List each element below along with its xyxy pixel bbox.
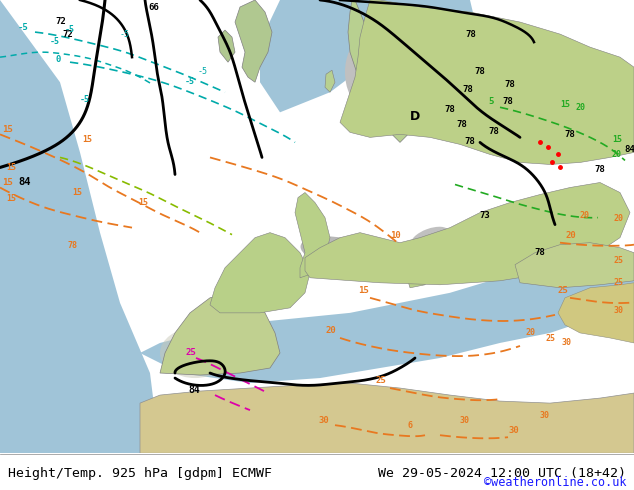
- Text: 6: 6: [408, 421, 413, 430]
- Text: 15: 15: [2, 177, 13, 187]
- Polygon shape: [305, 182, 630, 285]
- Text: D: D: [410, 110, 420, 123]
- Polygon shape: [218, 30, 235, 62]
- Text: 15: 15: [560, 100, 570, 109]
- Polygon shape: [295, 193, 330, 278]
- Polygon shape: [210, 233, 310, 313]
- Polygon shape: [140, 253, 634, 383]
- Text: 78: 78: [505, 80, 515, 89]
- Text: 25: 25: [558, 286, 569, 295]
- Text: 20: 20: [580, 211, 590, 220]
- Text: 72: 72: [55, 17, 66, 26]
- Polygon shape: [160, 293, 280, 375]
- Text: 78: 78: [475, 67, 486, 76]
- Polygon shape: [348, 0, 415, 143]
- Ellipse shape: [345, 42, 375, 102]
- Text: -5: -5: [50, 37, 60, 46]
- Text: 20: 20: [525, 328, 535, 337]
- Text: 84: 84: [18, 176, 30, 187]
- Text: -5: -5: [18, 23, 29, 32]
- Text: 15: 15: [2, 125, 13, 134]
- Text: 5: 5: [488, 98, 493, 106]
- Text: Height/Temp. 925 hPa [gdpm] ECMWF: Height/Temp. 925 hPa [gdpm] ECMWF: [8, 467, 271, 480]
- Text: 25: 25: [375, 376, 385, 385]
- Text: 73: 73: [480, 211, 490, 220]
- Text: 30: 30: [614, 306, 624, 315]
- Ellipse shape: [205, 324, 255, 342]
- Polygon shape: [235, 0, 272, 82]
- Text: 15: 15: [358, 286, 369, 295]
- Text: 20: 20: [614, 214, 624, 222]
- Text: 20: 20: [565, 231, 576, 240]
- Ellipse shape: [301, 236, 380, 269]
- Text: 10: 10: [390, 231, 401, 240]
- Text: 78: 78: [444, 105, 455, 114]
- Polygon shape: [510, 193, 620, 238]
- Polygon shape: [558, 283, 634, 343]
- Text: 78: 78: [489, 127, 500, 136]
- Polygon shape: [340, 0, 634, 165]
- Text: 84: 84: [624, 146, 634, 154]
- Text: ©weatheronline.co.uk: ©weatheronline.co.uk: [484, 475, 626, 489]
- Ellipse shape: [160, 328, 230, 378]
- Text: 30: 30: [460, 416, 470, 425]
- Text: 15: 15: [612, 135, 622, 145]
- Text: 78: 78: [68, 241, 78, 250]
- Polygon shape: [260, 0, 380, 112]
- Text: 78: 78: [463, 85, 474, 94]
- Text: 20: 20: [575, 103, 585, 112]
- Polygon shape: [515, 243, 634, 288]
- Text: 78: 78: [565, 130, 576, 139]
- Polygon shape: [325, 70, 335, 92]
- Text: 78: 78: [503, 98, 514, 106]
- Text: 30: 30: [318, 416, 329, 425]
- Text: 15: 15: [6, 194, 16, 202]
- Text: 25: 25: [614, 278, 624, 287]
- Text: 25: 25: [545, 334, 555, 343]
- Text: -5: -5: [185, 77, 195, 86]
- Polygon shape: [405, 247, 430, 288]
- Text: 20: 20: [325, 326, 336, 335]
- Text: 30: 30: [508, 426, 519, 435]
- Text: -5: -5: [120, 30, 130, 39]
- Text: 72: 72: [62, 30, 73, 39]
- Text: 15: 15: [6, 164, 16, 172]
- Text: -5: -5: [198, 67, 208, 76]
- Text: -5: -5: [65, 25, 75, 34]
- Text: 78: 78: [456, 121, 467, 129]
- Text: 25: 25: [614, 256, 624, 265]
- Polygon shape: [140, 383, 634, 453]
- Text: 15: 15: [138, 197, 148, 207]
- Text: 25: 25: [185, 348, 196, 357]
- Text: 15: 15: [82, 135, 92, 145]
- Text: 78: 78: [465, 137, 476, 147]
- Text: 84: 84: [188, 385, 200, 395]
- Text: 0: 0: [55, 55, 60, 64]
- Text: 20: 20: [612, 150, 622, 159]
- Ellipse shape: [411, 227, 449, 248]
- Polygon shape: [380, 0, 480, 82]
- Polygon shape: [0, 0, 160, 453]
- Text: 30: 30: [540, 411, 550, 420]
- Text: 78: 78: [595, 166, 605, 174]
- Text: -5: -5: [80, 95, 90, 104]
- Text: 78: 78: [465, 30, 476, 39]
- Text: 15: 15: [72, 188, 82, 196]
- Text: 30: 30: [562, 338, 572, 347]
- Text: We 29-05-2024 12:00 UTC (18+42): We 29-05-2024 12:00 UTC (18+42): [378, 467, 626, 480]
- Text: 78: 78: [534, 248, 545, 257]
- Text: 66: 66: [148, 3, 158, 12]
